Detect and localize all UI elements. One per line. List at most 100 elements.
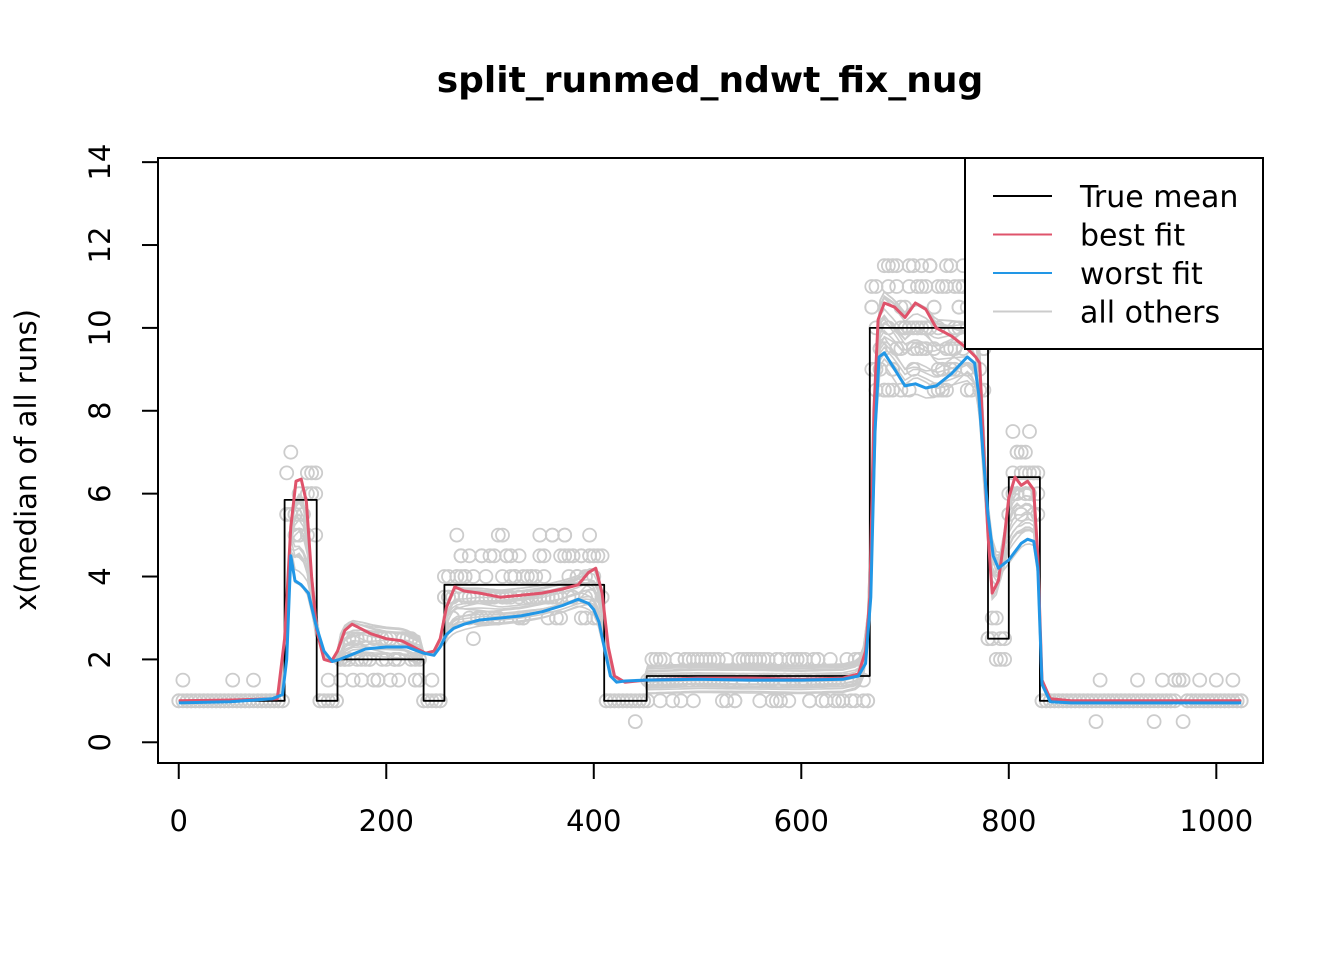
observation-point — [864, 299, 880, 315]
observation-point — [345, 672, 361, 688]
observation-point — [536, 569, 552, 584]
x-tick-label: 800 — [981, 804, 1036, 838]
series-lines — [178, 301, 1242, 705]
y-tick-label: 10 — [83, 309, 117, 346]
observation-point — [864, 279, 880, 294]
observation-point — [1167, 672, 1183, 688]
observation-point — [565, 548, 581, 564]
observation-point — [536, 548, 552, 564]
observation-point — [1130, 672, 1145, 688]
x-tick-label: 400 — [566, 804, 621, 838]
observation-point — [353, 672, 369, 688]
observation-point — [175, 672, 191, 688]
observation-point — [893, 382, 909, 398]
observation-point — [586, 548, 602, 564]
legend-label: all others — [1080, 296, 1220, 331]
observation-point — [590, 548, 606, 564]
x-tick-label: 600 — [774, 804, 829, 838]
observation-point — [1026, 465, 1042, 481]
observation-point — [1030, 465, 1046, 481]
y-axis: 0 2 4 6 8 10 12 14 — [83, 144, 159, 752]
observation-point — [856, 693, 871, 709]
observation-point — [366, 672, 382, 688]
observation-point — [511, 548, 527, 564]
observation-point — [752, 693, 768, 709]
y-tick-label: 8 — [83, 402, 117, 420]
observation-point — [449, 569, 465, 584]
observation-point — [627, 714, 643, 729]
observation-point — [1022, 465, 1037, 481]
observation-point — [495, 527, 510, 543]
observation-point — [727, 693, 743, 709]
observation-point — [881, 279, 896, 294]
observation-point — [673, 693, 689, 709]
observation-point — [686, 693, 701, 709]
other-fit-line — [178, 290, 1242, 703]
x-tick-label: 200 — [359, 804, 414, 838]
worst-fit-line — [178, 351, 1242, 705]
observation-point — [1018, 444, 1033, 460]
observation-point — [391, 672, 407, 688]
observation-point — [320, 672, 336, 688]
observation-point — [988, 652, 1004, 667]
y-tick-label: 6 — [83, 484, 117, 502]
observation-point — [935, 382, 950, 398]
observation-point — [1146, 714, 1162, 729]
observation-point — [1208, 672, 1224, 688]
observation-point — [773, 693, 788, 709]
observation-point — [914, 258, 929, 274]
observation-point — [997, 652, 1012, 667]
observation-point — [532, 548, 548, 564]
observation-point — [764, 693, 780, 709]
legend-label: worst fit — [1080, 257, 1203, 292]
observation-point — [465, 569, 481, 584]
observation-point — [407, 672, 423, 688]
observation-point — [922, 258, 938, 274]
observation-point — [930, 279, 946, 294]
observation-point — [333, 672, 349, 688]
observation-point — [544, 527, 560, 543]
observation-point — [449, 527, 465, 543]
observation-point — [594, 548, 610, 564]
chart-title: split_runmed_ndwt_fix_nug — [437, 60, 984, 101]
observation-point — [914, 279, 929, 294]
best-fit-line — [178, 301, 1242, 703]
legend-label: True mean — [1079, 180, 1238, 215]
other-fit-lines — [178, 290, 1242, 704]
observation-point — [465, 631, 481, 647]
observation-point — [947, 279, 963, 294]
observation-point — [308, 465, 324, 481]
observation-point — [1155, 672, 1170, 688]
observation-point — [939, 382, 954, 398]
observation-point — [424, 672, 440, 688]
other-fit-line — [178, 294, 1242, 703]
observation-point — [988, 610, 1004, 626]
legend-box — [964, 157, 1264, 350]
y-tick-label: 12 — [83, 227, 117, 264]
observation-point — [283, 444, 299, 460]
other-fit-line — [178, 290, 1242, 703]
observation-point — [885, 382, 900, 398]
observation-point — [304, 465, 320, 481]
observation-point — [557, 527, 573, 543]
observation-point — [1092, 672, 1108, 688]
observation-point — [939, 258, 954, 274]
observation-point — [246, 672, 261, 688]
observation-point — [532, 527, 548, 543]
observation-point — [1225, 672, 1241, 688]
y-tick-label: 0 — [83, 733, 117, 751]
observation-point — [453, 548, 469, 564]
observation-point — [1022, 424, 1037, 439]
observation-point — [553, 610, 568, 626]
observation-point — [1009, 444, 1025, 460]
observation-point — [482, 548, 498, 564]
observation-point — [1171, 672, 1187, 688]
observation-point — [490, 527, 506, 543]
observation-point — [382, 672, 398, 688]
other-fit-line — [178, 296, 1242, 703]
observation-point — [1192, 672, 1208, 688]
observation-point — [478, 569, 494, 584]
observation-point — [719, 693, 734, 709]
